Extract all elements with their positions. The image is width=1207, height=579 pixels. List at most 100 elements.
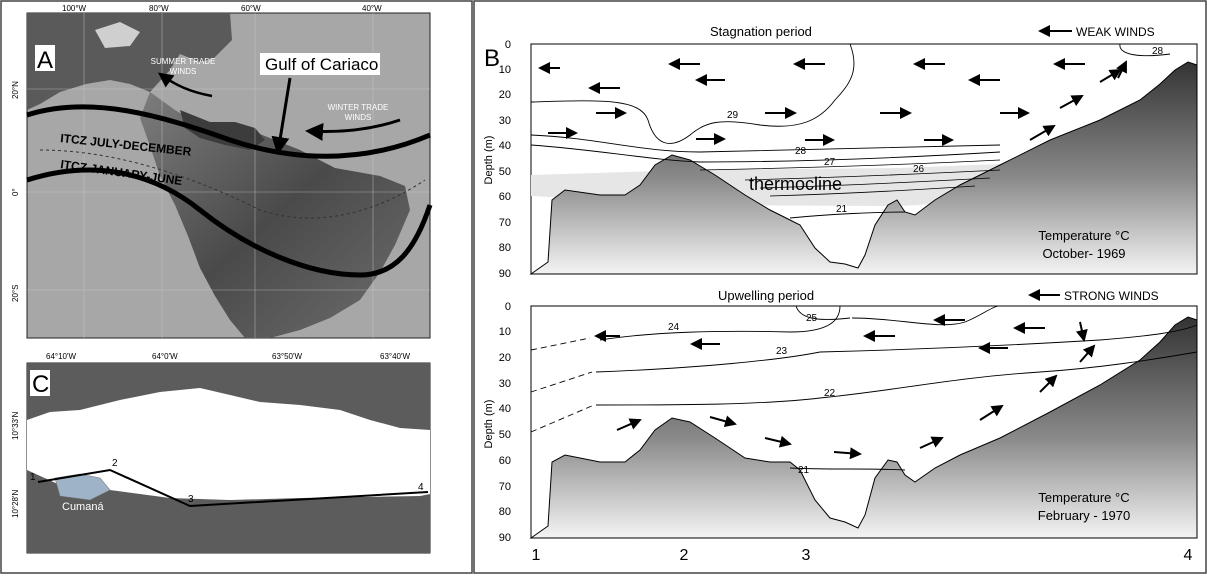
bottom-y-tick: 10	[499, 326, 511, 338]
top-isotherm-27	[530, 144, 1001, 163]
bottom-y-axis: 0 10 20 30 40 50 60 70 80 90 Depth (m)	[483, 301, 511, 544]
bottom-date-label: February - 1970	[1038, 508, 1131, 523]
top-y-tick: 20	[499, 89, 511, 101]
gulf-water	[27, 388, 430, 500]
top-y-tick: 0	[505, 39, 511, 51]
x-tick-1: 1	[532, 547, 541, 564]
andes-north	[180, 110, 265, 150]
top-temp-title: Temperature °C	[1038, 228, 1129, 243]
top-isotherm-26d	[769, 185, 976, 197]
gulf-pointer-arrow	[271, 77, 292, 155]
itcz-north-line	[26, 104, 431, 159]
bottom-temp-title: Temperature °C	[1038, 490, 1129, 505]
cumana-label: Cumaná	[62, 501, 104, 513]
bottom-y-tick: 30	[499, 378, 511, 390]
top-y-tick: 80	[499, 242, 511, 254]
bottom-isotherm-24-dashed	[530, 337, 591, 351]
top-isotherm-29	[530, 43, 855, 144]
bottom-isotherm-23	[595, 324, 1198, 373]
gulf-of-mexico	[95, 22, 140, 48]
top-arrow	[1116, 60, 1127, 79]
top-section: Stagnation period WEAK WINDS 29 28 28 27…	[483, 24, 1198, 280]
bottom-arrow	[616, 418, 642, 431]
h2s-label: H2S	[838, 229, 861, 246]
top-isotherm-26a	[699, 159, 1001, 171]
top-label-21: 21	[836, 204, 848, 215]
bottom-arrow	[1079, 344, 1096, 363]
top-isotherm-28-surface	[1119, 43, 1171, 57]
bottom-isotherm-22	[595, 351, 1198, 406]
araya-peninsula-land	[27, 363, 430, 430]
bottom-label-23: 23	[776, 346, 788, 357]
bottom-arrow	[979, 404, 1004, 421]
bottom-isotherm-25b	[851, 305, 999, 326]
winter-winds-line2: WINDS	[345, 113, 372, 122]
bottom-wind-label: STRONG WINDS	[1064, 289, 1159, 303]
bottom-arrow	[764, 435, 792, 448]
bottom-y-tick: 20	[499, 352, 511, 364]
summer-wind-arrow	[157, 72, 213, 98]
top-isotherm-26c	[759, 177, 991, 189]
lonc-label-3: 63°50'W	[272, 352, 303, 361]
lat-label-20s: 20°S	[11, 285, 20, 302]
lonc-label-2: 64°0'W	[152, 352, 178, 361]
panel-c: C ARAYA PENINSULA Cumaná 1 2 3 4 64°10'W…	[11, 352, 431, 554]
summer-winds-line2: WINDS	[170, 67, 197, 76]
x-tick-4: 4	[1184, 547, 1193, 564]
bottom-arrow	[1075, 321, 1088, 342]
station-1: 1	[30, 472, 36, 483]
bottom-isotherm-23-dashed	[530, 371, 593, 393]
bottom-isotherm-25	[795, 305, 851, 320]
thermocline-label: thermocline	[749, 174, 842, 194]
winter-winds-line1: WINTER TRADE	[328, 103, 389, 112]
station-3: 3	[188, 494, 194, 505]
lon-label-100w: 100°W	[62, 4, 87, 13]
lonc-label-4: 63°40'W	[380, 352, 411, 361]
panel-c-letter-bg	[30, 370, 50, 396]
top-y-axis: 0 10 20 30 40 50 60 70 80 90 Depth (m)	[483, 39, 511, 280]
lon-label-80w: 80°W	[149, 4, 169, 13]
panel-a-letter-bg	[35, 45, 55, 71]
bottom-label-24: 24	[668, 322, 680, 333]
bottom-y-tick: 50	[499, 429, 511, 441]
bottom-y-label: Depth (m)	[483, 400, 495, 449]
transect-line	[37, 468, 429, 508]
top-y-tick: 30	[499, 115, 511, 127]
top-isotherm-26b	[744, 169, 1001, 181]
bottom-isotherm-21	[789, 467, 906, 471]
top-section-title: Stagnation period	[710, 24, 812, 39]
bottom-arrow	[1039, 374, 1058, 393]
top-y-tick: 90	[499, 268, 511, 280]
panel-b: B Stagnation period WEAK WINDS 29 28 28	[483, 24, 1198, 564]
araya-peninsula-label: ARAYA PENINSULA	[144, 403, 294, 415]
bottom-arrow	[833, 447, 862, 460]
top-arrow	[1029, 124, 1056, 141]
bottom-y-tick: 60	[499, 455, 511, 467]
itcz-south-line	[26, 167, 433, 278]
panel-b-letter-bg	[483, 42, 503, 68]
bottom-label-21: 21	[798, 465, 810, 476]
panel-a-letter: A	[37, 47, 53, 74]
latc-label-1: 10°33'N	[11, 411, 20, 440]
lon-label-40w: 40°W	[362, 4, 382, 13]
bottom-flow-arrows	[594, 314, 1096, 460]
equator-dashed-line	[39, 149, 426, 219]
bottom-y-tick: 90	[499, 532, 511, 544]
lat-label-20n: 20°N	[11, 81, 20, 99]
top-isotherm-21	[789, 211, 906, 219]
bottom-isotherm-22-dashed	[530, 404, 595, 433]
top-y-tick: 60	[499, 191, 511, 203]
bottom-section-title: Upwelling period	[718, 288, 814, 303]
bottom-label-22: 22	[824, 388, 836, 399]
bottom-arrow	[919, 436, 944, 449]
north-america-land	[27, 13, 232, 110]
gulf-label-bg	[260, 53, 380, 75]
top-label-27: 27	[824, 157, 836, 168]
top-flow-arrows	[538, 58, 1127, 146]
bottom-y-tick: 40	[499, 403, 511, 415]
summer-winds-line1: SUMMER TRADE	[151, 57, 216, 66]
top-wind-label: WEAK WINDS	[1076, 25, 1155, 39]
bottom-isotherm-24	[599, 305, 841, 341]
latc-label-2: 10°28'N	[11, 489, 20, 518]
